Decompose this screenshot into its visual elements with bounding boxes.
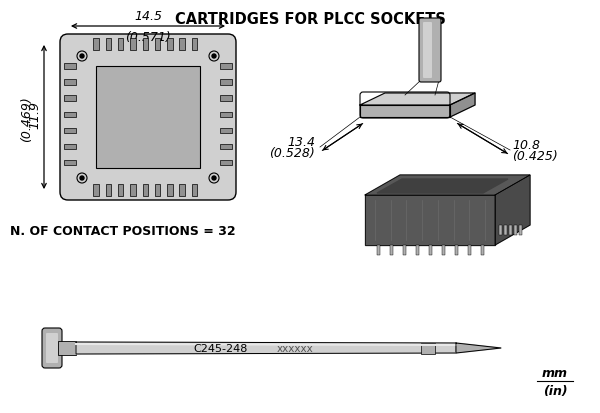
Bar xyxy=(389,245,392,255)
Bar xyxy=(93,38,99,50)
Bar xyxy=(58,341,76,355)
Bar xyxy=(421,342,435,354)
Polygon shape xyxy=(365,175,530,195)
Bar xyxy=(64,95,76,101)
Bar xyxy=(503,225,506,235)
Bar xyxy=(106,184,111,196)
Bar xyxy=(192,38,197,50)
Text: (in): (in) xyxy=(542,385,568,398)
Polygon shape xyxy=(360,105,450,117)
Bar xyxy=(64,128,76,133)
Text: (0.528): (0.528) xyxy=(269,147,315,160)
Bar xyxy=(93,184,99,196)
Bar xyxy=(220,95,232,101)
Bar xyxy=(415,245,419,255)
FancyBboxPatch shape xyxy=(423,22,432,78)
Circle shape xyxy=(212,176,216,180)
Bar xyxy=(518,225,521,235)
Bar xyxy=(155,38,160,50)
Bar xyxy=(167,184,173,196)
Bar xyxy=(64,112,76,117)
Bar xyxy=(143,184,148,196)
Bar xyxy=(220,112,232,117)
Polygon shape xyxy=(450,93,475,117)
Bar xyxy=(64,144,76,149)
Text: (0.469): (0.469) xyxy=(20,96,33,142)
Bar xyxy=(179,38,185,50)
Bar xyxy=(455,245,458,255)
Polygon shape xyxy=(377,179,508,193)
Bar xyxy=(96,66,200,168)
Text: mm: mm xyxy=(542,367,568,380)
Bar xyxy=(143,38,148,50)
Bar xyxy=(467,245,470,255)
Circle shape xyxy=(212,54,216,58)
Text: 11.9: 11.9 xyxy=(28,101,41,129)
Polygon shape xyxy=(365,195,495,245)
Bar xyxy=(64,160,76,165)
Bar xyxy=(220,160,232,165)
Text: CARTRIDGES FOR PLCC SOCKETS: CARTRIDGES FOR PLCC SOCKETS xyxy=(175,12,445,27)
Text: (0.571): (0.571) xyxy=(125,31,171,44)
Bar xyxy=(481,245,484,255)
FancyBboxPatch shape xyxy=(42,328,62,368)
Circle shape xyxy=(77,173,87,183)
Text: N. OF CONTACT POSITIONS = 32: N. OF CONTACT POSITIONS = 32 xyxy=(10,225,236,238)
FancyBboxPatch shape xyxy=(60,34,236,200)
Circle shape xyxy=(80,176,84,180)
Polygon shape xyxy=(360,93,475,105)
Polygon shape xyxy=(76,342,456,354)
Bar xyxy=(509,225,511,235)
Bar xyxy=(220,128,232,133)
Bar xyxy=(220,144,232,149)
Bar xyxy=(64,79,76,85)
Bar xyxy=(499,225,502,235)
Text: (0.425): (0.425) xyxy=(512,150,558,163)
Bar xyxy=(192,184,197,196)
Bar xyxy=(106,38,111,50)
Circle shape xyxy=(80,54,84,58)
Bar xyxy=(403,245,406,255)
Circle shape xyxy=(77,51,87,61)
Polygon shape xyxy=(495,175,530,245)
Text: 14.5: 14.5 xyxy=(134,10,162,23)
Text: 13.4: 13.4 xyxy=(287,136,315,149)
Bar xyxy=(167,38,173,50)
Bar xyxy=(220,63,232,69)
Bar xyxy=(64,63,76,69)
Bar xyxy=(118,184,124,196)
Bar xyxy=(130,184,136,196)
FancyBboxPatch shape xyxy=(46,333,58,363)
Circle shape xyxy=(209,51,219,61)
Polygon shape xyxy=(456,343,501,353)
Bar xyxy=(514,225,517,235)
FancyBboxPatch shape xyxy=(419,18,441,82)
Bar xyxy=(179,184,185,196)
Circle shape xyxy=(209,173,219,183)
Text: xxxxxx: xxxxxx xyxy=(277,344,314,354)
Text: 10.8: 10.8 xyxy=(512,139,540,152)
Bar xyxy=(118,38,124,50)
Bar xyxy=(442,245,445,255)
Bar xyxy=(155,184,160,196)
Bar xyxy=(220,79,232,85)
Bar xyxy=(377,245,380,255)
Bar xyxy=(428,245,431,255)
Bar xyxy=(130,38,136,50)
Text: C245-248: C245-248 xyxy=(193,344,248,354)
